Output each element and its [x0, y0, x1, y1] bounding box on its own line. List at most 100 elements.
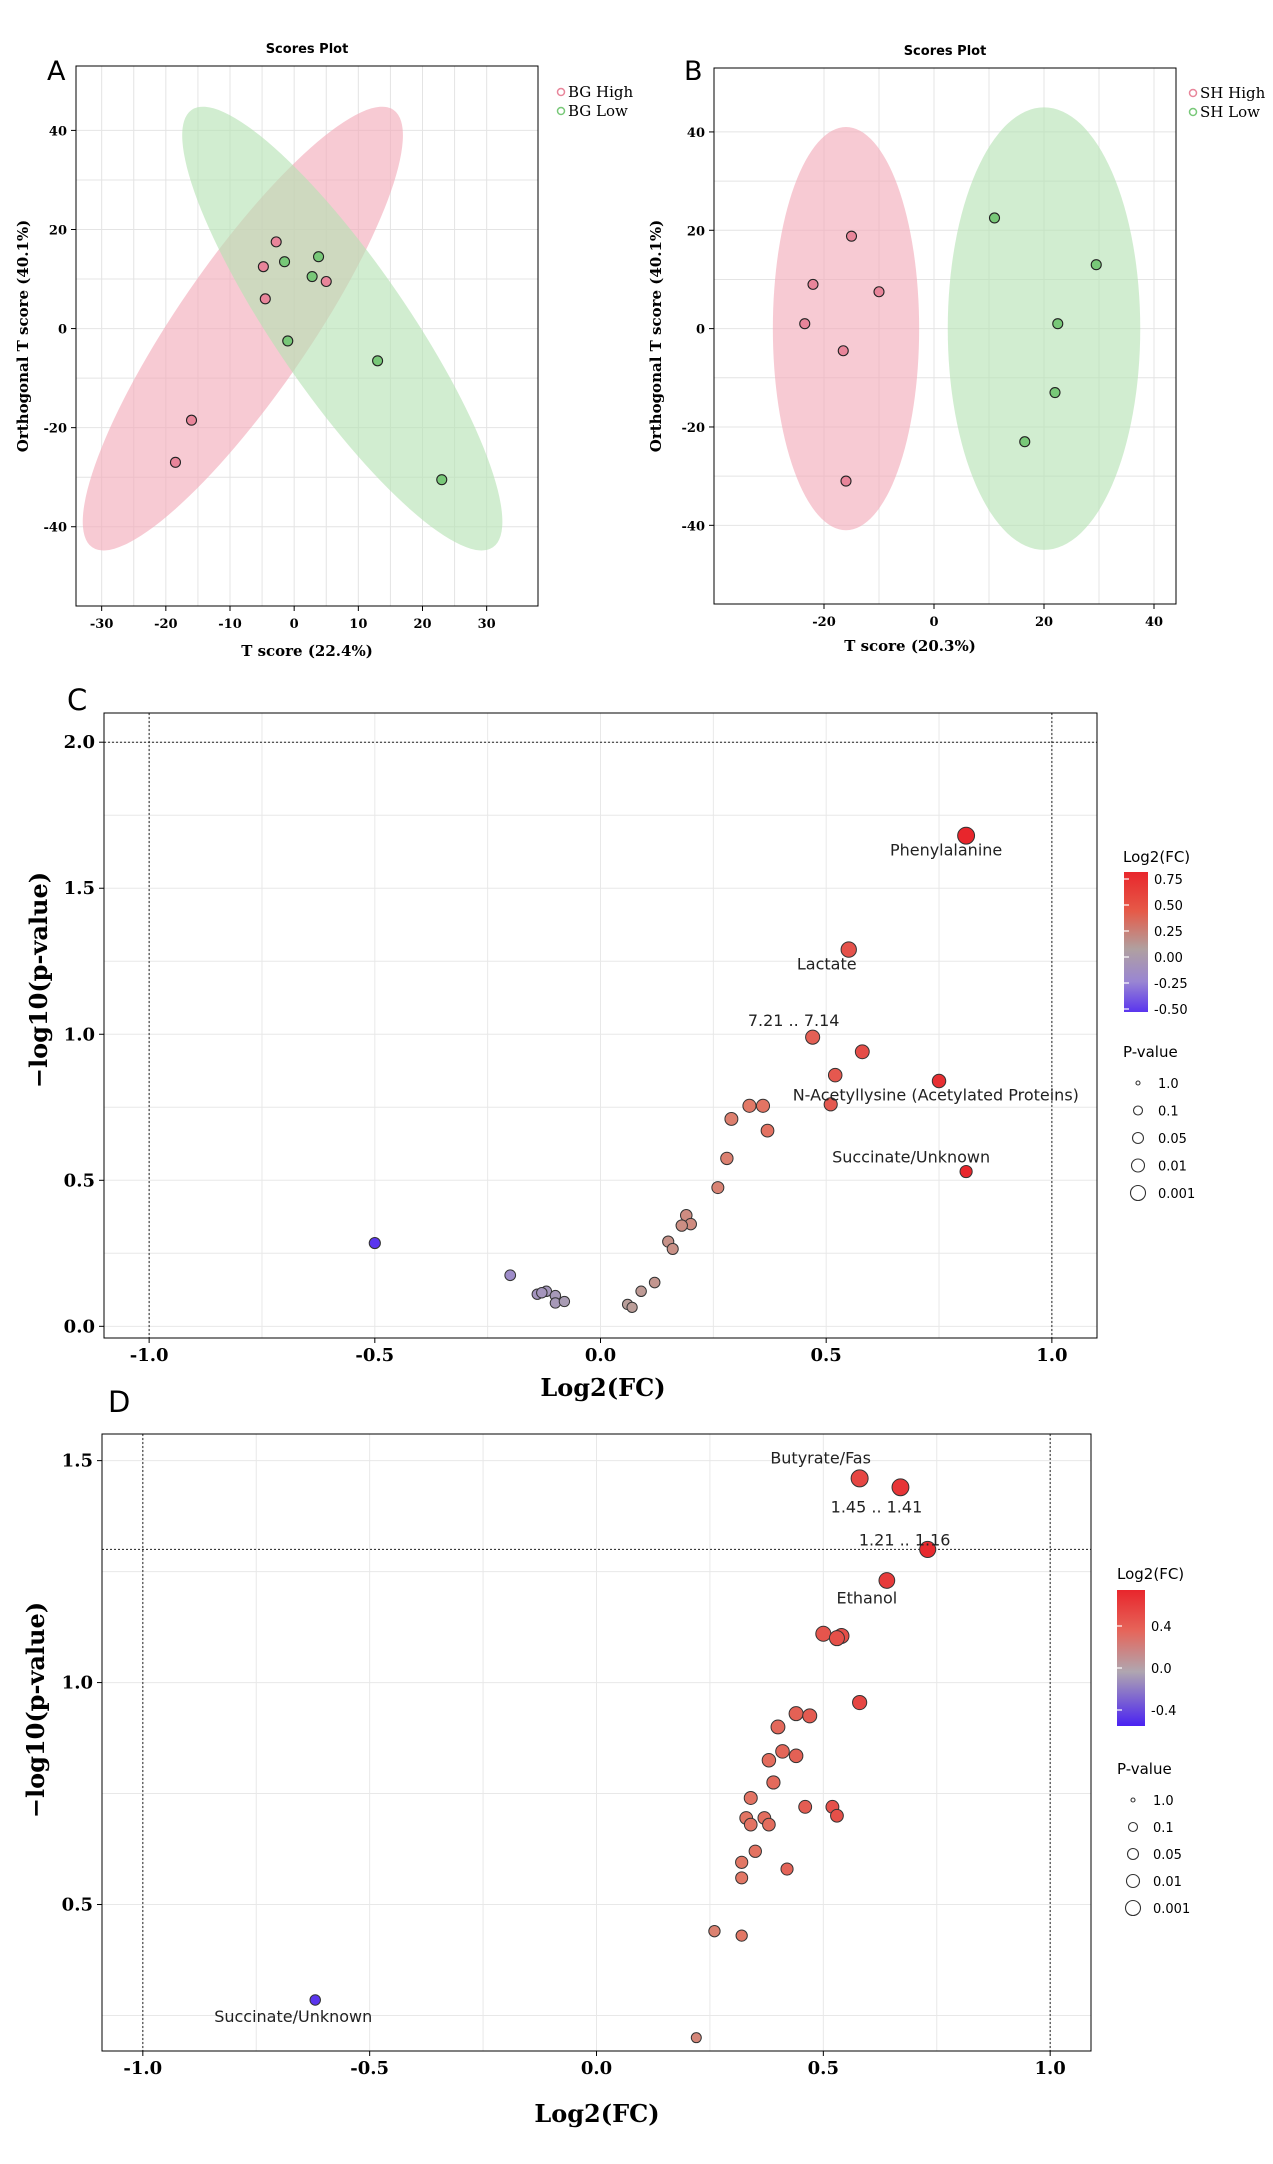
y-tick-label: 1.0	[64, 1024, 95, 1045]
data-point-sh-high	[845, 230, 858, 242]
panel-c: C Phenylalanine Lactate 7.21 .. 7.14 N-Acet…	[24, 683, 1195, 1402]
panel-d-ylabel: −log10(p-value)	[21, 1602, 50, 1818]
data-point	[711, 1181, 725, 1195]
x-tick-label: 20	[1035, 615, 1053, 630]
panel-b-xlabel: T score (20.3%)	[844, 637, 976, 655]
panel-b: B Scores Plot -20 0 20 40 -40 -20 0 20 40 T scor…	[647, 44, 1266, 655]
colorbar-tick-label: -0.25	[1154, 977, 1188, 992]
panel-letter-b: B	[684, 56, 703, 87]
confidence-ellipse-bg-low	[182, 106, 503, 551]
y-tick-label: 2.0	[64, 732, 95, 753]
data-point-bg-low	[278, 256, 291, 268]
size-legend-marker	[1125, 1873, 1141, 1889]
data-point	[648, 1276, 661, 1289]
data-point	[368, 1236, 381, 1250]
data-point	[931, 1073, 947, 1089]
data-point-bg-high	[185, 414, 198, 426]
data-point	[708, 1924, 721, 1938]
panel-c-xlabel: Log2(FC)	[540, 1373, 665, 1402]
x-tick-label: 40	[1145, 615, 1163, 630]
data-point	[675, 1219, 688, 1232]
size-legend-label: 1.0	[1153, 1794, 1174, 1809]
size-legend-marker	[1130, 1158, 1146, 1173]
data-point	[735, 1871, 749, 1885]
x-tick-label: 1.0	[1035, 2058, 1066, 2079]
x-tick-label: -0.5	[350, 2058, 389, 2079]
data-point	[743, 1817, 758, 1832]
size-legend-marker	[1127, 1821, 1139, 1833]
legend-marker-sh-high	[1188, 88, 1198, 98]
panel-a-ylabel: Orthogonal T score (40.1%)	[14, 220, 32, 452]
size-legend-label: 0.05	[1158, 1132, 1187, 1147]
confidence-ellipse-sh-high	[772, 127, 920, 531]
data-point	[766, 1775, 781, 1790]
x-tick-label: 30	[478, 617, 496, 632]
data-point-bg-high	[259, 293, 271, 305]
legend-marker-bg-low	[556, 106, 566, 116]
data-point	[762, 1817, 776, 1832]
x-tick-label: -1.0	[130, 1345, 169, 1366]
point-label: Butyrate/Fas	[770, 1448, 871, 1467]
data-point	[802, 1708, 818, 1724]
data-point	[635, 1285, 647, 1298]
data-point	[755, 1098, 771, 1113]
confidence-ellipse-sh-low	[947, 107, 1141, 550]
size-legend-title: P-value	[1123, 1043, 1178, 1061]
data-point-bg-high	[320, 275, 332, 288]
point-label: Succinate/Unknown	[832, 1148, 990, 1167]
panel-a: A Scores Plot -30 -20 -10 0 10 20 30 -40 -20 0 20 4…	[14, 42, 634, 660]
panel-b-frame	[713, 67, 1177, 605]
data-point	[878, 1572, 896, 1589]
size-legend-label: 0.1	[1153, 1821, 1174, 1836]
data-point-bg-low	[372, 355, 384, 367]
y-tick-label: 0.5	[62, 1895, 93, 1916]
data-point	[854, 1044, 870, 1060]
data-point	[720, 1151, 734, 1166]
size-legend-marker	[1124, 1899, 1142, 1917]
panel-d-xlabel: Log2(FC)	[534, 2099, 659, 2128]
colorbar	[1117, 1590, 1145, 1726]
point-label: Succinate/Unknown	[214, 2007, 372, 2026]
y-tick-label: -40	[44, 521, 68, 536]
panel-b-legend: SH High SH Low	[1188, 84, 1266, 121]
colorbar-tick-label: 0.75	[1154, 873, 1183, 888]
data-point	[830, 1808, 844, 1823]
legend-sh-high: SH High	[1200, 84, 1266, 102]
point-label: 7.21 .. 7.14	[748, 1011, 840, 1030]
x-tick-label: 10	[349, 617, 367, 632]
data-point-bg-low	[436, 474, 448, 486]
data-point	[743, 1790, 758, 1805]
size-legend-title: P-value	[1117, 1760, 1172, 1778]
data-point	[823, 1097, 838, 1112]
data-point	[724, 1111, 739, 1126]
size-legend-marker	[1132, 1105, 1144, 1116]
size-legend-label: 0.001	[1158, 1187, 1195, 1202]
x-tick-label: 1.0	[1036, 1345, 1067, 1366]
y-tick-label: 1.5	[64, 878, 95, 899]
data-point	[626, 1301, 638, 1313]
colorbar-tick-label: 0.0	[1151, 1662, 1172, 1677]
data-point	[891, 1478, 910, 1497]
data-point	[805, 1029, 821, 1045]
colorbar-title: Log2(FC)	[1117, 1565, 1184, 1583]
colorbar-title: Log2(FC)	[1123, 848, 1190, 866]
colorbar-tick-label: 0.00	[1154, 951, 1183, 966]
size-legend-label: 0.1	[1158, 1105, 1179, 1120]
x-tick-label: 0	[290, 617, 299, 632]
y-tick-label: 0.5	[64, 1170, 95, 1191]
x-tick-label: 20	[413, 617, 431, 632]
data-point-bg-low	[306, 271, 318, 283]
data-point	[780, 1862, 794, 1876]
data-point	[761, 1753, 777, 1768]
colorbar-tick-label: 0.25	[1154, 925, 1183, 940]
data-point	[828, 1630, 845, 1647]
y-tick-label: 0	[696, 323, 705, 338]
x-tick-label: 0.0	[581, 2058, 612, 2079]
size-legend-label: 0.05	[1153, 1848, 1182, 1863]
y-tick-label: 0.0	[64, 1316, 95, 1337]
x-tick-label: -1.0	[123, 2058, 162, 2079]
y-tick-label: 20	[687, 224, 705, 239]
size-legend-marker	[1130, 1797, 1136, 1803]
point-label: 1.21 .. 1.16	[859, 1530, 951, 1549]
panel-c-legend: Log2(FC) 0.75 0.50 0.25 0.00 -0.25 -0.50 P-va…	[1123, 848, 1195, 1202]
